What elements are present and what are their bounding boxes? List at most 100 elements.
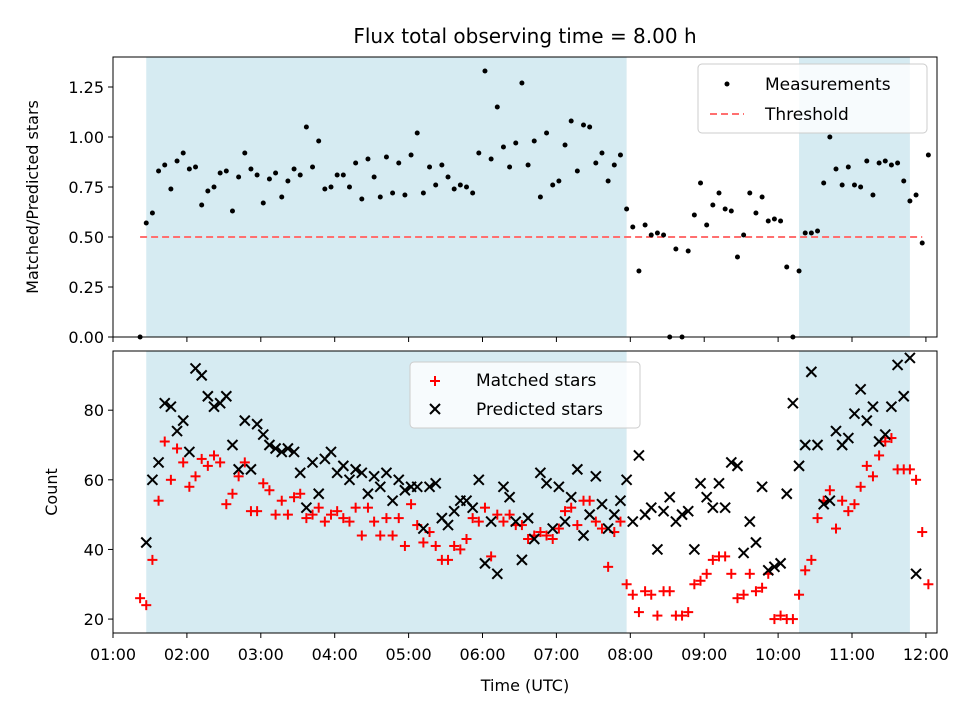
matched-star-point bbox=[917, 527, 928, 538]
count-y-tick-label: 60 bbox=[84, 471, 104, 490]
predicted-star-point bbox=[202, 390, 214, 402]
measurement-point bbox=[796, 268, 802, 274]
matched-star-point bbox=[135, 593, 146, 604]
predicted-star-point bbox=[386, 494, 399, 507]
matched-star-point bbox=[276, 495, 287, 506]
predicted-star-point bbox=[910, 568, 922, 580]
matched-star-point bbox=[923, 579, 934, 590]
measurement-point bbox=[901, 178, 907, 184]
predicted-star-point bbox=[707, 501, 719, 514]
matched-star-point bbox=[621, 579, 632, 590]
matched-star-point bbox=[547, 534, 558, 544]
measurement-point bbox=[525, 162, 531, 168]
predicted-star-point bbox=[633, 449, 645, 462]
predicted-star-point bbox=[374, 481, 386, 493]
measurement-point bbox=[630, 224, 636, 230]
matched-star-point bbox=[707, 554, 718, 565]
matched-star-point bbox=[757, 582, 768, 593]
measurement-point bbox=[463, 184, 469, 190]
matched-star-point bbox=[393, 513, 404, 524]
matched-star-point bbox=[732, 593, 743, 604]
matched-star-point bbox=[301, 513, 312, 524]
predicted-star-point bbox=[885, 400, 898, 413]
count-x-tick-label: 06:00 bbox=[459, 645, 505, 664]
predicted-star-point bbox=[276, 446, 288, 458]
measurement-point bbox=[550, 182, 556, 188]
count-x-tick-label: 05:00 bbox=[386, 645, 432, 664]
measurement-point bbox=[217, 170, 223, 176]
measurement-point bbox=[581, 122, 587, 128]
predicted-star-point bbox=[183, 446, 196, 458]
matched-star-point bbox=[215, 457, 226, 468]
predicted-star-point bbox=[768, 561, 781, 573]
matched-star-point bbox=[633, 607, 644, 618]
matched-star-point bbox=[861, 460, 872, 471]
predicted-star-point bbox=[571, 463, 584, 476]
matched-star-point bbox=[184, 481, 195, 492]
count-x-tick-label: 02:00 bbox=[164, 645, 210, 664]
measurement-point bbox=[605, 178, 611, 184]
matched-star-point bbox=[165, 474, 176, 485]
measurement-point bbox=[266, 176, 272, 182]
matched-star-point bbox=[596, 523, 607, 534]
legend-predicted-marker bbox=[429, 403, 441, 415]
matched-star-point bbox=[498, 516, 509, 527]
predicted-star-point bbox=[356, 467, 368, 479]
matched-star-point bbox=[566, 502, 577, 513]
measurement-point bbox=[556, 178, 562, 184]
matched-star-point bbox=[824, 485, 835, 496]
legend-threshold-label: Threshold bbox=[764, 105, 849, 125]
measurement-point bbox=[821, 180, 827, 186]
matched-star-point bbox=[849, 499, 860, 510]
matched-star-point bbox=[326, 509, 337, 520]
measurement-point bbox=[728, 208, 734, 214]
predicted-star-point bbox=[848, 407, 861, 420]
matched-star-point bbox=[553, 523, 564, 534]
measurement-point bbox=[654, 230, 660, 236]
matched-star-point bbox=[590, 516, 601, 527]
predicted-star-point bbox=[793, 460, 805, 472]
predicted-star-point bbox=[503, 491, 516, 503]
measurement-point bbox=[402, 192, 408, 198]
measurement-point bbox=[833, 166, 839, 172]
measurement-point bbox=[624, 206, 630, 212]
predicted-star-point bbox=[466, 501, 479, 514]
matched-star-point bbox=[843, 506, 854, 517]
predicted-star-point bbox=[226, 439, 239, 451]
ratio-legend-box bbox=[697, 63, 928, 134]
measurement-point bbox=[156, 168, 162, 174]
matched-star-point bbox=[227, 488, 238, 499]
measurement-point bbox=[907, 198, 913, 204]
predicted-star-point bbox=[251, 418, 263, 430]
measurement-point bbox=[328, 184, 334, 190]
measurement-point bbox=[334, 172, 340, 178]
measurement-point bbox=[236, 174, 242, 180]
predicted-star-point bbox=[799, 439, 811, 451]
measurement-point bbox=[876, 160, 882, 166]
measurement-point bbox=[377, 194, 383, 200]
predicted-star-point bbox=[448, 505, 460, 517]
measurement-point bbox=[617, 152, 623, 158]
count-panel-frame bbox=[112, 350, 938, 634]
predicted-star-point bbox=[781, 488, 793, 500]
count-x-tick-label: 12:00 bbox=[903, 645, 949, 664]
predicted-star-point bbox=[750, 536, 762, 549]
measurement-point bbox=[519, 80, 525, 86]
predicted-star-point bbox=[479, 557, 491, 570]
predicted-star-point bbox=[583, 508, 596, 521]
matched-star-point bbox=[289, 492, 300, 503]
predicted-star-point bbox=[473, 474, 485, 486]
matched-star-point bbox=[369, 516, 380, 527]
matched-star-point bbox=[615, 516, 626, 527]
measurement-point bbox=[568, 118, 574, 124]
measurement-point bbox=[599, 150, 605, 156]
predicted-star-point bbox=[393, 474, 405, 486]
measurement-point bbox=[494, 104, 500, 110]
predicted-star-point bbox=[744, 515, 756, 528]
measurement-point bbox=[574, 168, 580, 174]
predicted-star-point bbox=[534, 467, 547, 479]
matched-star-point bbox=[775, 610, 786, 621]
measurement-point bbox=[698, 180, 704, 186]
ratio-panel: 0.00 0.25 0.50 0.75 1.00 1.25 Matched/Predict… bbox=[23, 56, 938, 347]
predicted-star-point bbox=[171, 425, 183, 437]
